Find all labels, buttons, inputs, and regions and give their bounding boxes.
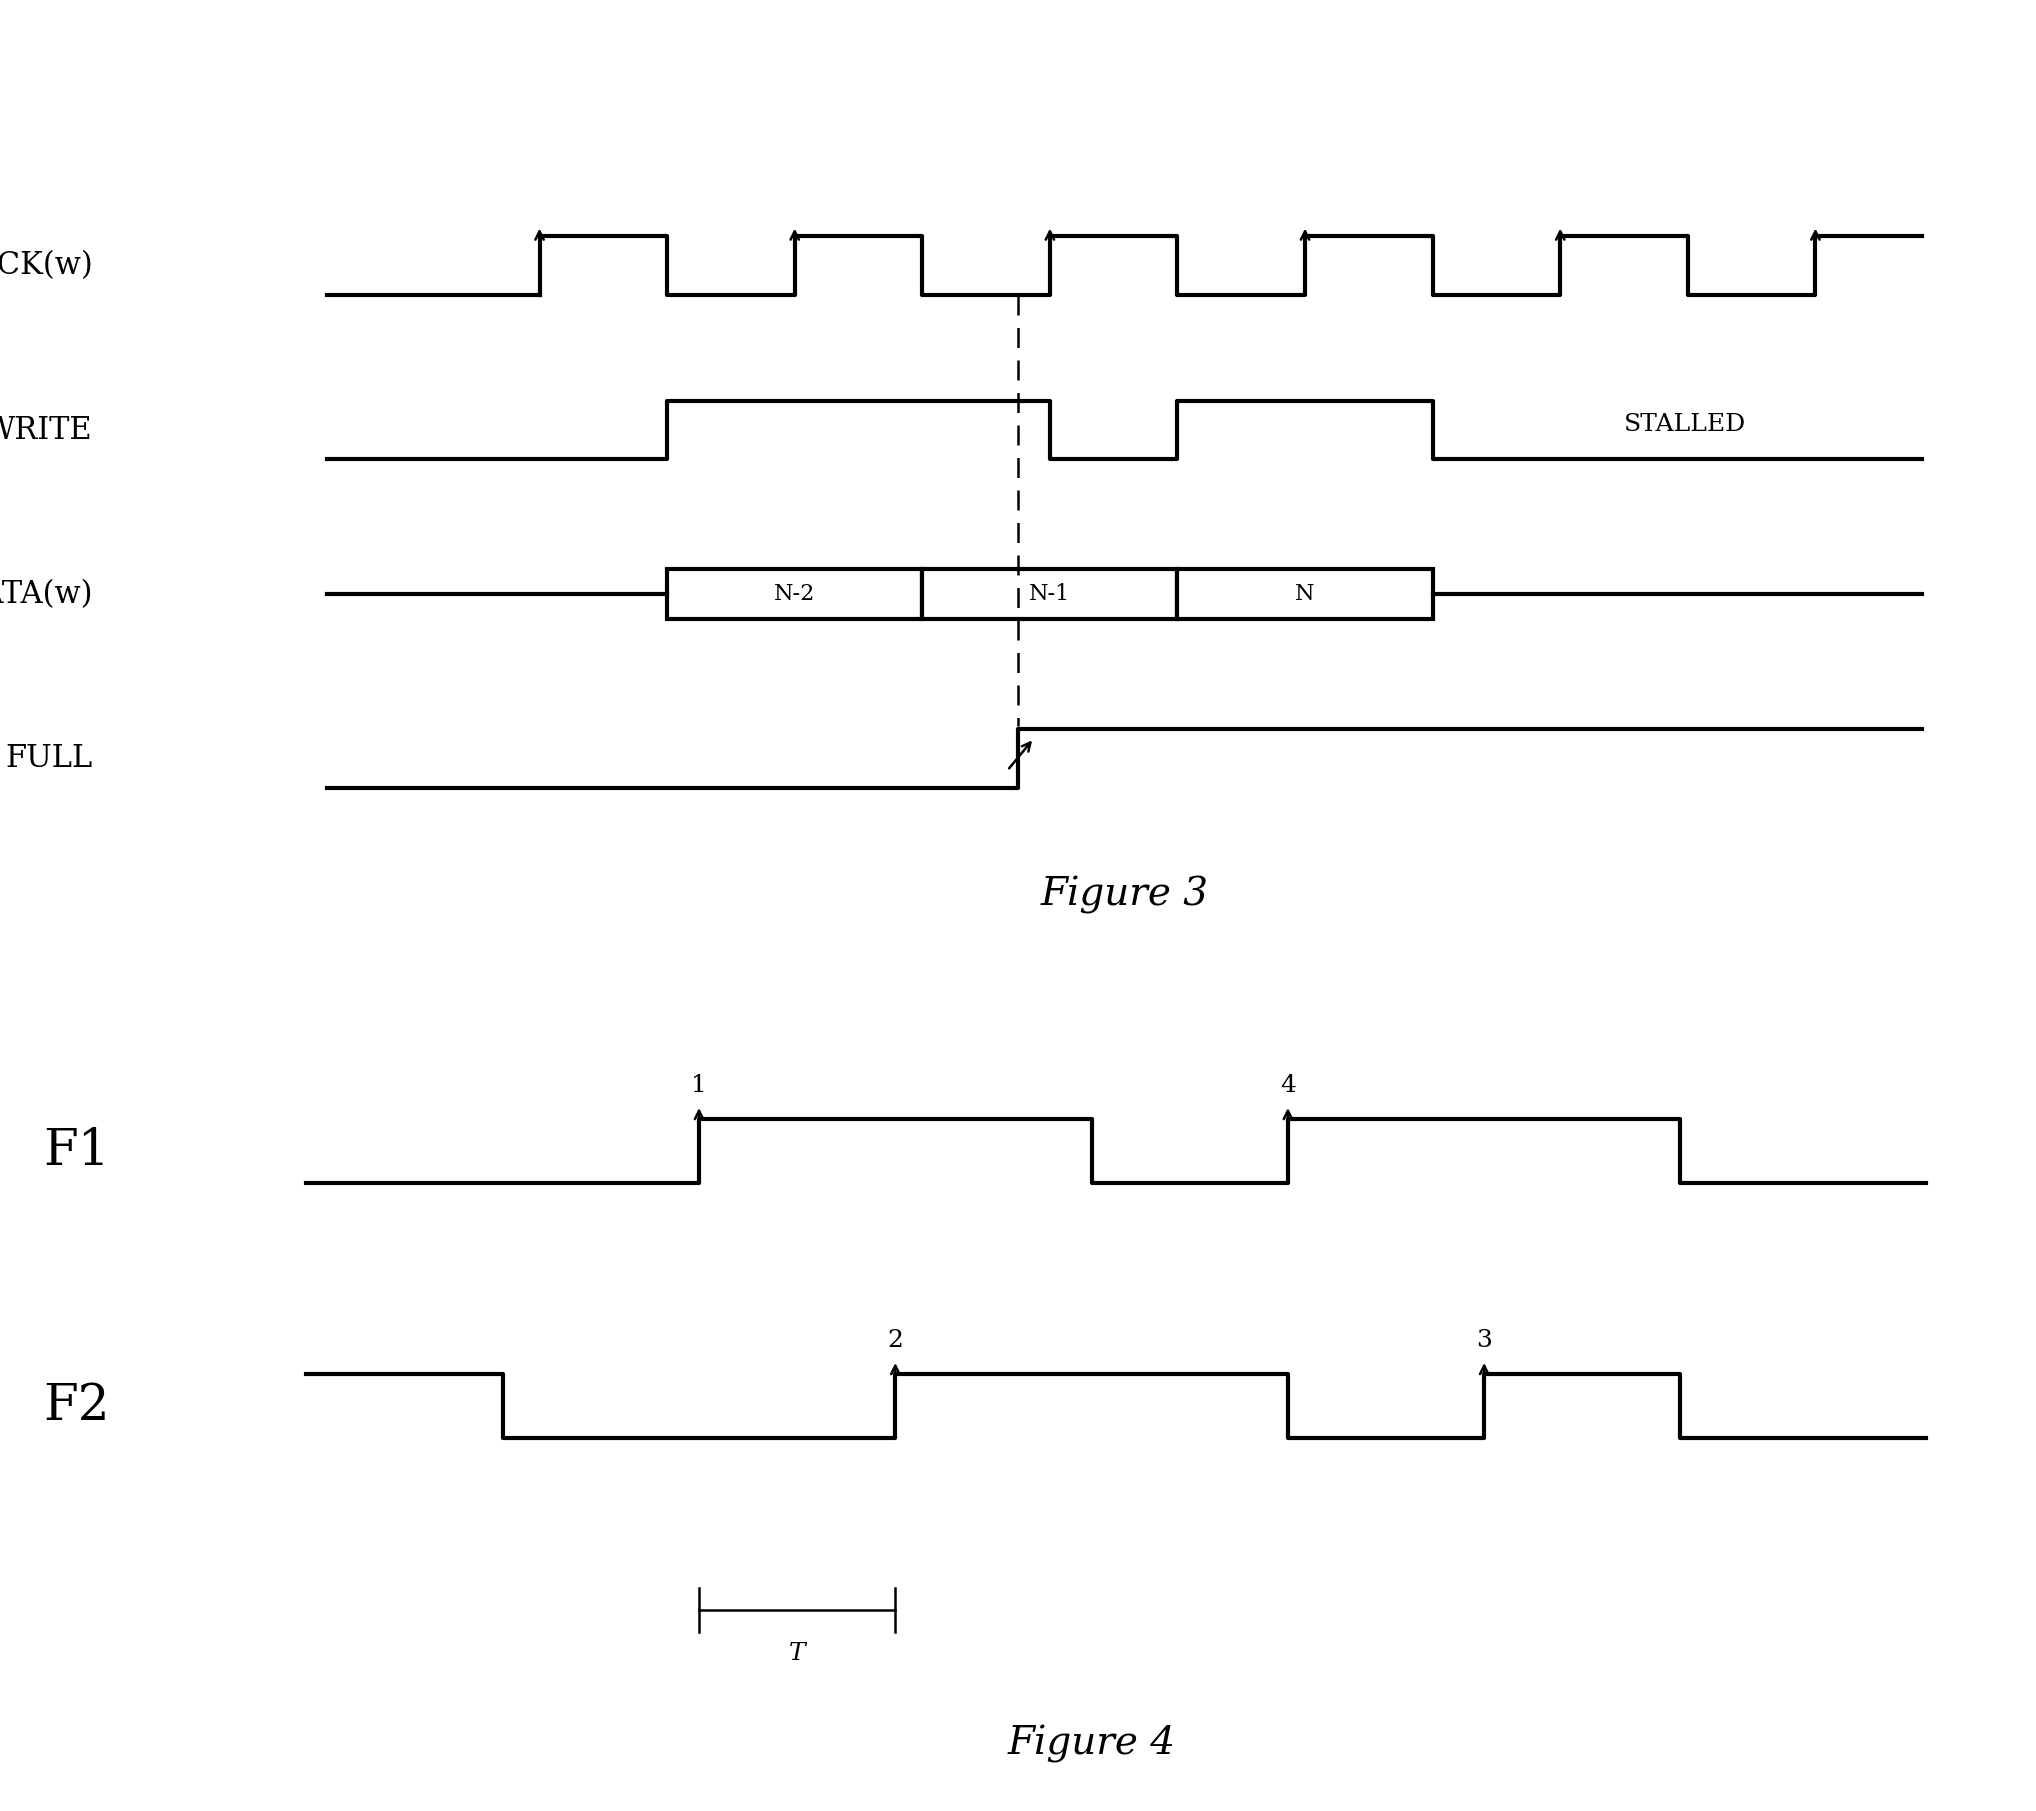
Bar (922, 569, 1177, 619)
Text: T: T (788, 1643, 806, 1664)
Text: F1: F1 (43, 1126, 110, 1175)
Text: STALLED: STALLED (1625, 413, 1747, 436)
Text: 2: 2 (888, 1329, 904, 1351)
Text: N-1: N-1 (1030, 583, 1071, 605)
Text: CLOCK(w): CLOCK(w) (0, 250, 94, 281)
Text: FULL: FULL (6, 743, 94, 775)
Text: WRITE: WRITE (0, 415, 94, 446)
Text: DATA(w): DATA(w) (0, 580, 94, 610)
Text: F2: F2 (43, 1382, 110, 1431)
Text: Figure 3: Figure 3 (1040, 877, 1207, 915)
Bar (1177, 569, 1433, 619)
Text: N-2: N-2 (774, 583, 814, 605)
Text: Figure 4: Figure 4 (1008, 1724, 1175, 1762)
Bar (668, 569, 922, 619)
Text: 1: 1 (690, 1074, 706, 1097)
Text: 3: 3 (1476, 1329, 1492, 1351)
Text: 4: 4 (1281, 1074, 1295, 1097)
Text: N: N (1295, 583, 1315, 605)
